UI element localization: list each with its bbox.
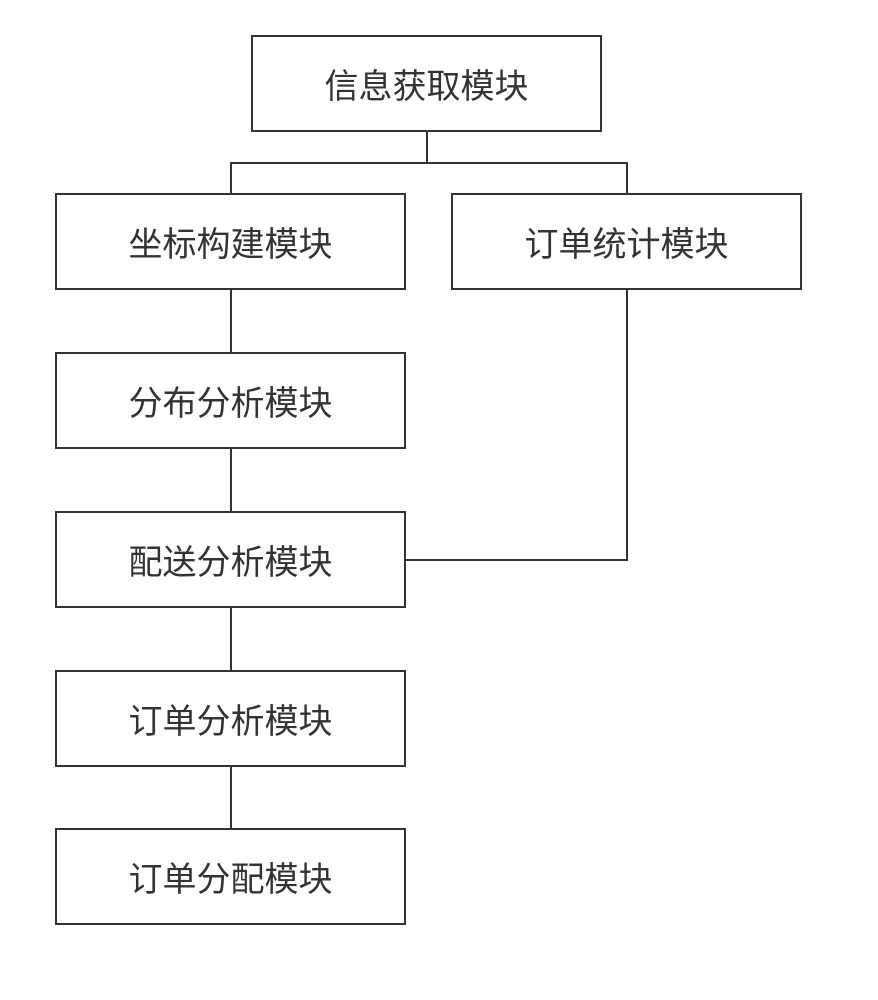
node-deliv_anal: 配送分析模块 <box>55 511 406 608</box>
node-label: 坐标构建模块 <box>129 217 333 266</box>
node-order_stat: 订单统计模块 <box>451 193 802 290</box>
node-label: 订单统计模块 <box>525 217 729 266</box>
edge-info_acq-to-order_stat <box>427 132 627 193</box>
node-order_alloc: 订单分配模块 <box>55 828 406 925</box>
edge-order_stat-to-deliv_anal <box>406 290 627 560</box>
node-label: 配送分析模块 <box>129 535 333 584</box>
edge-info_acq-to-coord_build <box>231 132 427 193</box>
node-info_acq: 信息获取模块 <box>251 35 602 132</box>
node-coord_build: 坐标构建模块 <box>55 193 406 290</box>
node-label: 信息获取模块 <box>325 59 529 108</box>
node-label: 分布分析模块 <box>129 376 333 425</box>
node-label: 订单分配模块 <box>129 852 333 901</box>
flowchart-diagram: 信息获取模块坐标构建模块 订单统计模块分布分析模块配送分析模块订单分析模块订单分配… <box>0 0 878 1000</box>
node-order_anal: 订单分析模块 <box>55 670 406 767</box>
node-dist_anal: 分布分析模块 <box>55 352 406 449</box>
node-label: 订单分析模块 <box>129 694 333 743</box>
